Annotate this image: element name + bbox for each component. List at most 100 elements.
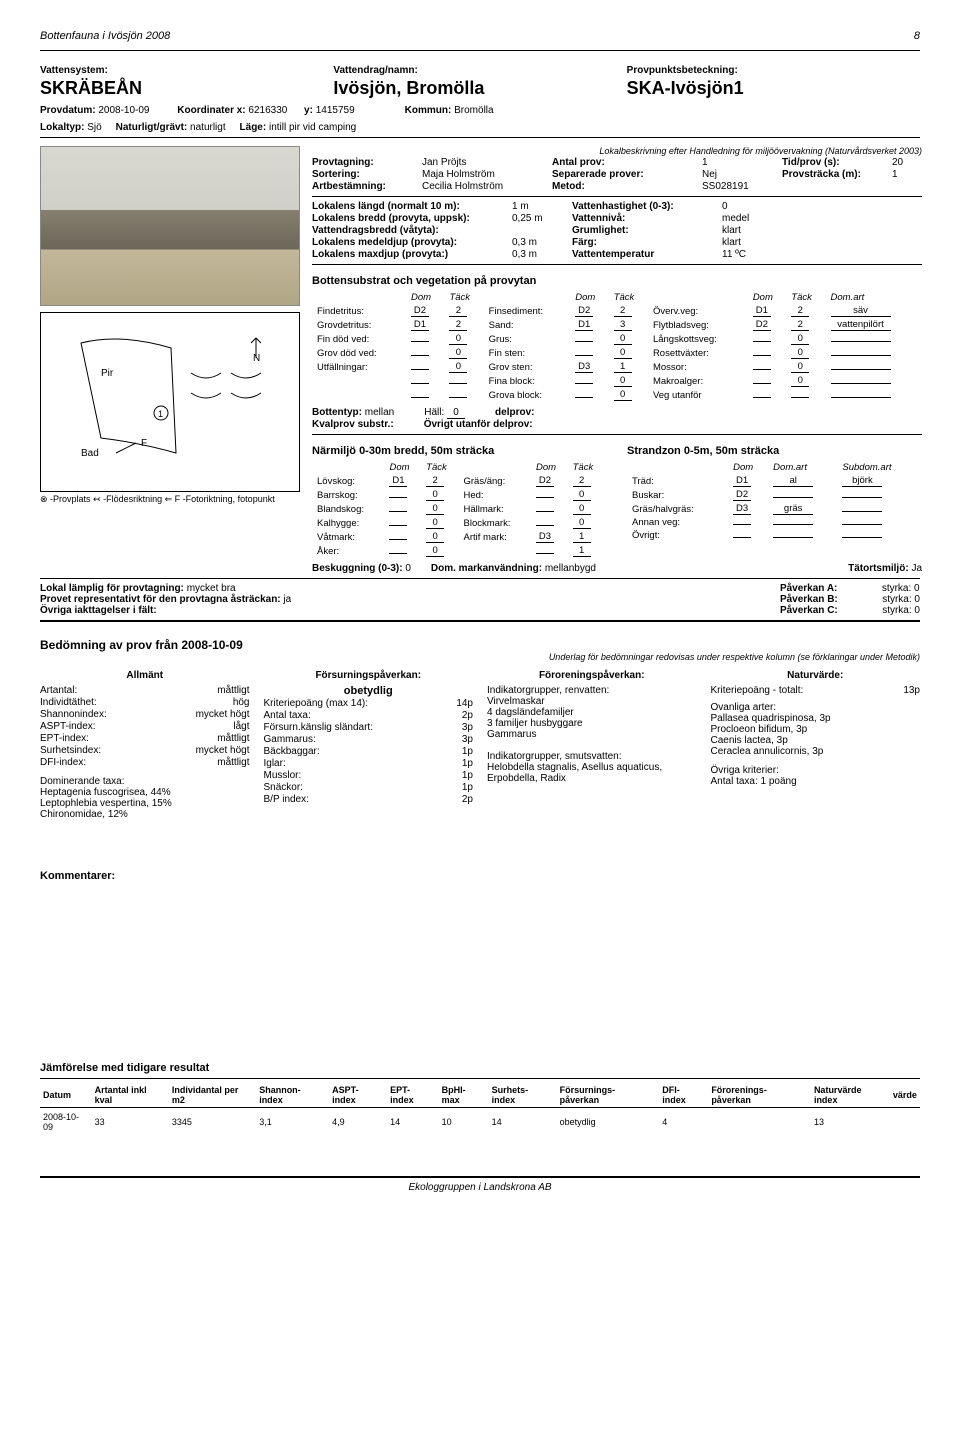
substrate-field: Fin död ved: <box>314 333 406 345</box>
prov-value2: SS028191 <box>702 181 782 192</box>
allmant-value: lågt <box>233 721 249 732</box>
forsurn-label: Snäckor: <box>264 782 303 793</box>
natur-line: Pallasea quadrispinosa, 3p <box>711 713 921 724</box>
delprov-label: delprov: <box>495 407 534 418</box>
lokal-value <box>512 225 572 236</box>
strand-art: gräs <box>773 503 813 515</box>
prov-value3 <box>892 181 922 192</box>
narmiljo-field: Våtmark: <box>314 531 384 543</box>
compare-cell: 2008-10-09 <box>40 1108 92 1137</box>
allmant-label: Artantal: <box>40 685 77 696</box>
substrate-tack: 0 <box>791 361 809 373</box>
substrate-dom <box>411 355 429 356</box>
suit-l2: ja <box>283 594 291 605</box>
compare-cell: 13 <box>811 1108 890 1137</box>
compare-header: Försurnings- påverkan <box>557 1083 660 1108</box>
narmiljo-tack: 2 <box>426 475 444 487</box>
forsurn-label: B/P index: <box>264 794 309 805</box>
forsurn-label: Bäckbaggar: <box>264 746 320 757</box>
substrate-tack: 0 <box>614 389 632 401</box>
substrate-art <box>831 341 891 342</box>
vattendrag: Ivösjön, Bromölla <box>333 78 626 99</box>
substrate-field: Veg utanför <box>650 389 748 401</box>
prov-value2: Nej <box>702 169 782 180</box>
doc-title: Bottenfauna i Ivösjön 2008 <box>40 30 170 42</box>
substrate-field <box>314 389 406 401</box>
substrate-dom: D2 <box>753 319 771 331</box>
allmant-value: mycket högt <box>196 745 250 756</box>
narmiljo-tack: 0 <box>426 517 444 529</box>
substrate-dom <box>411 341 429 342</box>
natur-lines-label: Ovanliga arter: <box>711 702 921 713</box>
substrate-dom: D1 <box>575 319 593 331</box>
forsurn-label: Kriteriepoäng (max 14): <box>264 698 369 709</box>
narmiljo-dom: D2 <box>536 475 554 487</box>
compare-cell: 10 <box>439 1108 489 1137</box>
substrate-dom <box>753 341 771 342</box>
narmiljo-tack: 1 <box>573 531 591 543</box>
narmiljo-dom <box>536 525 554 526</box>
prov-label2: Metod: <box>552 181 702 192</box>
strand-field: Träd: <box>629 475 728 487</box>
lokal-value2: klart <box>722 225 782 236</box>
narmiljo-dom: D1 <box>389 475 407 487</box>
compare-header: DFI- index <box>659 1083 708 1108</box>
forsurn-label: Iglar: <box>264 758 286 769</box>
compare-cell: 3345 <box>169 1108 256 1137</box>
fororen-line <box>487 740 697 751</box>
natur-extra: Antal taxa: 1 poäng <box>711 776 921 787</box>
substrate-art <box>831 397 891 398</box>
substrate-field: Sand: <box>486 319 571 331</box>
lage-label: Läge: <box>240 122 267 133</box>
fororen-line: Indikatorgrupper, renvatten: <box>487 685 697 696</box>
substrate-tack: 2 <box>791 319 809 331</box>
lokal-label2: Färg: <box>572 237 722 248</box>
narmiljo-tack: 2 <box>573 475 591 487</box>
fororen-line: Gammarus <box>487 729 697 740</box>
substrate-field: Flytbladsveg: <box>650 319 748 331</box>
substrate-tack: 2 <box>449 305 467 317</box>
fororen-line: Helobdella stagnalis, Asellus aquaticus, <box>487 762 697 773</box>
fororen-line: 3 familjer husbyggare <box>487 718 697 729</box>
natur-line: Procloeon bifidum, 3p <box>711 724 921 735</box>
allmant-value: måttligt <box>217 757 249 768</box>
substrate-dom <box>411 369 429 370</box>
hall-value: 0 <box>447 407 465 419</box>
narmiljo-dom <box>389 539 407 540</box>
narmiljo-field: Lövskog: <box>314 475 384 487</box>
tatort-label: Tätortsmiljö: <box>848 563 909 574</box>
substrate-tack <box>449 397 467 398</box>
koordx-label: Koordinater x: <box>177 105 245 116</box>
ovrigt-delprov-label: Övrigt utanför delprov: <box>424 419 533 430</box>
substrate-tack: 0 <box>614 375 632 387</box>
forsurn-label: Antal taxa: <box>264 710 311 721</box>
vattensystem: SKRÄBEÅN <box>40 78 333 99</box>
substrate-art: vattenpilört <box>831 319 891 331</box>
compare-cell: 14 <box>387 1108 439 1137</box>
substrate-tack: 1 <box>614 361 632 373</box>
compare-cell: 4 <box>659 1108 708 1137</box>
suit-l1: mycket bra <box>187 583 236 594</box>
lokal-value: 0,25 m <box>512 213 572 224</box>
kvalprov-label: Kvalprov substr.: <box>312 419 394 430</box>
mark-label: Dom. markanvändning: <box>431 563 542 574</box>
lokal-label: Lokalens bredd (provyta, uppsk): <box>312 213 512 224</box>
substrate-dom <box>575 355 593 356</box>
compare-header: Individantal per m2 <box>169 1083 256 1108</box>
provpunkt-label: Provpunktsbeteckning: <box>627 65 920 76</box>
narmiljo-tack: 1 <box>573 545 591 557</box>
lokal-label2: Vattenhastighet (0-3): <box>572 201 722 212</box>
compare-cell: 4,9 <box>329 1108 387 1137</box>
prov-label: Sortering: <box>312 169 422 180</box>
koordx: 6216330 <box>248 105 287 116</box>
natur-label: Kriteriepoäng - totalt: <box>711 685 804 696</box>
lokal-value2: 0 <box>722 201 782 212</box>
natur-line: Caenis lactea, 3p <box>711 735 921 746</box>
substrate-field: Utfällningar: <box>314 361 406 373</box>
provdatum-label: Provdatum: <box>40 105 96 116</box>
strand-art: al <box>773 475 813 487</box>
allmant-value: mycket högt <box>196 709 250 720</box>
strand-field: Övrigt: <box>629 530 728 541</box>
allmant-label: DFI-index: <box>40 757 86 768</box>
lokal-label: Vattendragsbredd (våtyta): <box>312 225 512 236</box>
